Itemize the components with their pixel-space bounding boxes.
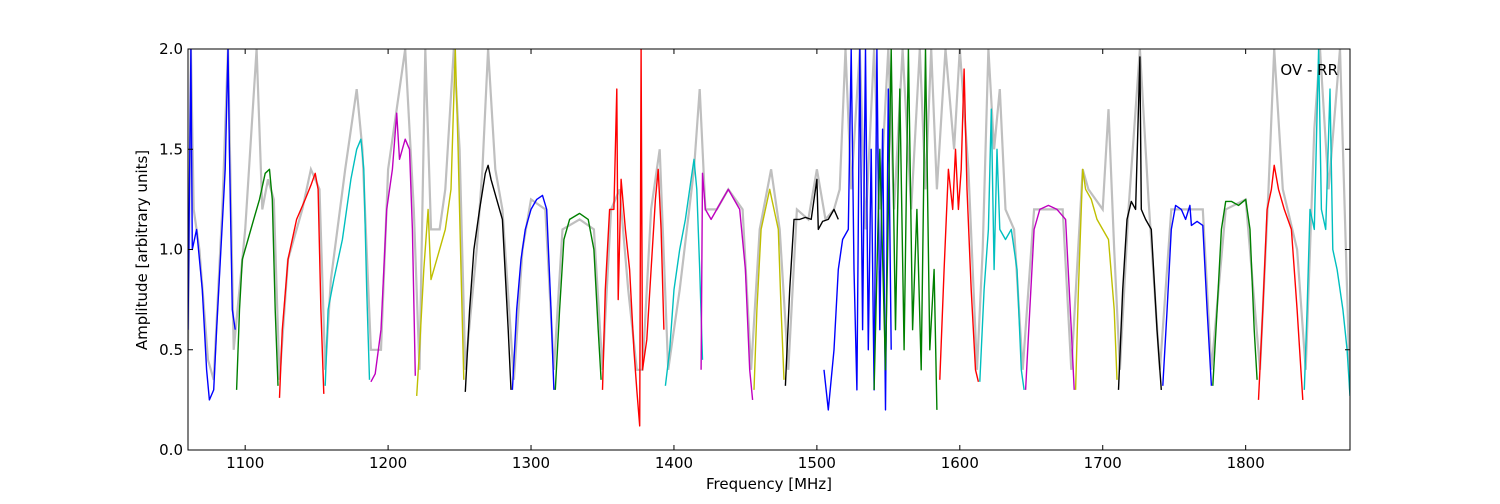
- series-line-20: [1074, 168, 1118, 390]
- y-axis-label: Amplitude [arbitrary units]: [133, 150, 151, 350]
- series-line-5: [370, 112, 416, 383]
- chart-annotation: OV - RR: [1280, 61, 1338, 79]
- x-tick-label: 1200: [369, 454, 407, 472]
- series-line-2: [235, 168, 279, 390]
- series-line-21: [1117, 56, 1162, 390]
- x-ticks: 1100 1200 1300 1400 1500 1600 1700 1800: [226, 49, 1265, 472]
- series-line-8: [511, 194, 555, 390]
- series-line-13: [753, 188, 785, 390]
- series-line-15: [823, 49, 892, 411]
- series-line-16: [873, 49, 938, 410]
- series-line-25: [1303, 49, 1350, 396]
- y-tick-label: 0.0: [159, 441, 183, 459]
- series-line-4: [324, 138, 371, 386]
- series-line-23: [1212, 198, 1258, 386]
- series-line-3: [278, 172, 325, 398]
- series-line-10: [601, 49, 665, 427]
- series-layer: [188, 49, 1350, 427]
- x-tick-label: 1300: [512, 454, 550, 472]
- y-ticks: 0.0 0.5 1.0 1.5 2.0: [159, 40, 1350, 459]
- series-line-17: [939, 68, 980, 382]
- series-line-7: [464, 164, 512, 392]
- series-line-22: [1162, 204, 1213, 386]
- series-line-6: [416, 49, 465, 396]
- series-line-24: [1257, 164, 1304, 400]
- series-line-9: [554, 212, 602, 390]
- y-tick-label: 1.5: [159, 140, 183, 158]
- series-line-14: [784, 178, 839, 386]
- series-line-18: [979, 108, 1025, 390]
- y-tick-label: 1.0: [159, 241, 183, 259]
- series-line-raw-background: [188, 49, 1350, 390]
- x-tick-label: 1700: [1084, 454, 1122, 472]
- series-line-19: [1024, 204, 1075, 390]
- x-tick-label: 1500: [798, 454, 836, 472]
- x-tick-label: 1600: [941, 454, 979, 472]
- plot-frame: [187, 48, 1351, 451]
- series-line-11: [664, 158, 704, 386]
- x-tick-label: 1100: [226, 454, 264, 472]
- series-line-1: [188, 49, 236, 401]
- x-tick-label: 1400: [655, 454, 693, 472]
- x-tick-label: 1800: [1227, 454, 1265, 472]
- y-tick-label: 2.0: [159, 40, 183, 58]
- y-tick-label: 0.5: [159, 341, 183, 359]
- series-line-12: [700, 172, 754, 400]
- x-axis-label: Frequency [MHz]: [706, 475, 832, 493]
